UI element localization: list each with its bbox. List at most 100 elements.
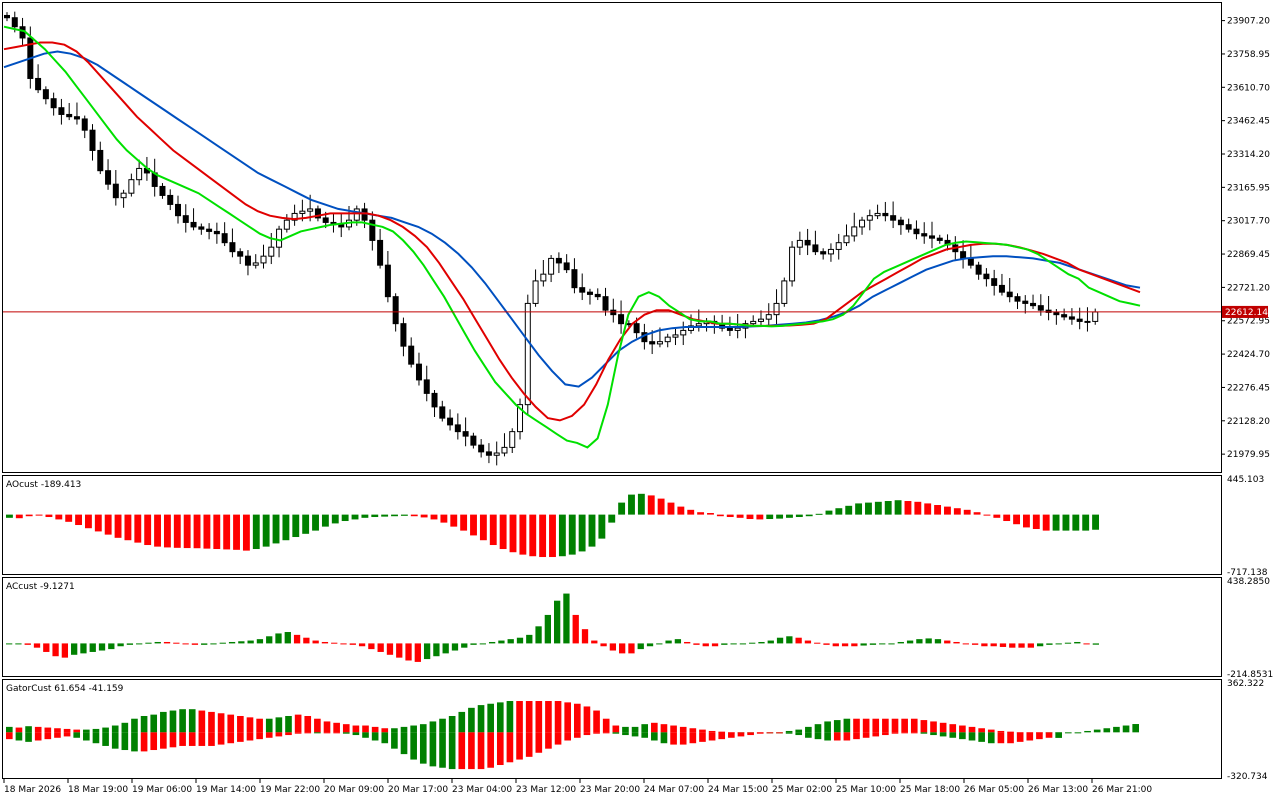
histogram-bar bbox=[549, 514, 556, 558]
price-tick-label: 23462.45 bbox=[1227, 117, 1270, 127]
candle-body bbox=[633, 323, 640, 334]
histogram-bar bbox=[451, 643, 459, 651]
candle-body bbox=[998, 284, 1005, 293]
histogram-bar bbox=[687, 509, 695, 515]
histogram-bar bbox=[1046, 643, 1053, 645]
histogram-bar bbox=[924, 503, 932, 515]
histogram-bar bbox=[851, 643, 858, 647]
histogram-bar bbox=[776, 514, 784, 519]
candle-body bbox=[835, 242, 842, 250]
candle-body bbox=[1084, 320, 1091, 323]
histogram-bar bbox=[1013, 514, 1021, 525]
gator-upper-bar bbox=[506, 701, 514, 733]
histogram-bar bbox=[65, 514, 73, 522]
gator-upper-bar bbox=[179, 709, 186, 733]
histogram-bar bbox=[934, 505, 942, 515]
candle-body bbox=[377, 239, 384, 266]
indicator-tick-label: 438.2850 bbox=[1227, 577, 1270, 587]
gator-upper-bar bbox=[564, 702, 571, 733]
histogram-bar bbox=[637, 493, 645, 515]
histogram-bar bbox=[749, 642, 756, 644]
gator-upper-bar bbox=[275, 717, 283, 733]
gator-upper-bar bbox=[631, 726, 639, 733]
time-tick-label: 18 Mar 2026 bbox=[4, 785, 61, 795]
gator-lower-bar bbox=[583, 732, 591, 736]
histogram-bar bbox=[544, 614, 551, 644]
gator-lower-bar bbox=[622, 732, 629, 736]
gator-lower-bar bbox=[651, 732, 658, 741]
gator-plot[interactable]: 362.322 -320.734 bbox=[6, 679, 1268, 782]
candle-body bbox=[322, 217, 329, 223]
histogram-bar bbox=[84, 514, 92, 529]
price-tick-label: 23314.20 bbox=[1227, 150, 1270, 160]
histogram-bar bbox=[386, 643, 394, 655]
histogram-bar bbox=[888, 643, 895, 645]
gator-lower-bar bbox=[352, 732, 360, 736]
time-tick-label: 19 Mar 14:00 bbox=[196, 785, 256, 795]
candle-body bbox=[493, 452, 500, 456]
histogram-bar bbox=[470, 514, 477, 536]
histogram-bar bbox=[368, 643, 375, 650]
candle-body bbox=[540, 273, 547, 282]
histogram-bar bbox=[1042, 514, 1050, 531]
gator-lower-bar bbox=[997, 732, 1005, 744]
candle-body bbox=[804, 239, 811, 246]
histogram-bar bbox=[284, 632, 291, 644]
gator-upper-bar bbox=[121, 722, 129, 733]
candle-body bbox=[827, 248, 834, 255]
candle-body bbox=[672, 334, 679, 338]
gator-upper-bar bbox=[1084, 730, 1091, 733]
ao-plot[interactable]: 445.103 -717.138 bbox=[6, 475, 1268, 578]
candle-body bbox=[206, 228, 213, 232]
gator-upper-bar bbox=[285, 715, 292, 733]
histogram-bar bbox=[746, 514, 754, 520]
histogram-bar bbox=[1052, 514, 1060, 531]
histogram-bar bbox=[410, 514, 418, 517]
histogram-bar bbox=[983, 514, 991, 516]
gator-upper-bar bbox=[641, 724, 649, 733]
time-tick-label: 25 Mar 02:00 bbox=[772, 785, 832, 795]
histogram-bar bbox=[349, 643, 356, 645]
gator-lower-bar bbox=[545, 732, 552, 749]
histogram-bar bbox=[154, 641, 161, 644]
candle-body bbox=[237, 251, 244, 257]
histogram-bar bbox=[331, 642, 338, 644]
gator-upper-bar bbox=[352, 725, 360, 733]
price-tick-label: 22276.45 bbox=[1227, 383, 1270, 393]
candle-body bbox=[571, 269, 578, 289]
gator-lower-bar bbox=[140, 732, 148, 752]
price-tick-label: 22424.70 bbox=[1227, 350, 1270, 360]
candle-body bbox=[983, 273, 990, 280]
histogram-bar bbox=[823, 643, 830, 645]
histogram-bar bbox=[423, 643, 431, 660]
candle-body bbox=[1014, 296, 1021, 302]
price-tick-label: 22128.20 bbox=[1227, 417, 1270, 427]
histogram-bar bbox=[1055, 643, 1062, 645]
gator-upper-bar bbox=[862, 718, 870, 733]
gator-lower-bar bbox=[699, 732, 706, 742]
main-price-plot[interactable] bbox=[3, 11, 1221, 466]
gator-lower-bar bbox=[468, 732, 475, 770]
gator-upper-bar bbox=[882, 718, 889, 733]
histogram-bar bbox=[55, 514, 63, 520]
histogram-bar bbox=[805, 514, 813, 517]
gator-upper-bar bbox=[73, 729, 81, 733]
candle-body bbox=[431, 392, 438, 408]
gator-upper-bar bbox=[689, 728, 697, 733]
histogram-bar bbox=[1074, 641, 1081, 644]
price-axis: 23907.20 23758.95 23610.70 23462.45 23314.20… bbox=[1221, 17, 1270, 460]
candle-body bbox=[112, 183, 119, 199]
gator-lower-bar bbox=[92, 732, 100, 744]
candle-body bbox=[991, 278, 998, 286]
gator-lower-bar bbox=[930, 732, 937, 736]
ac-plot[interactable]: 438.2850 -214.8531 bbox=[6, 577, 1273, 680]
ma-blue-line bbox=[3, 50, 1141, 388]
candle-body bbox=[843, 235, 850, 244]
candle-body bbox=[81, 118, 88, 131]
price-tick-label: 23907.20 bbox=[1227, 17, 1270, 27]
time-tick-label: 19 Mar 22:00 bbox=[260, 785, 320, 795]
histogram-bar bbox=[767, 640, 774, 644]
histogram-bar bbox=[665, 640, 672, 644]
gator-lower-bar bbox=[371, 732, 379, 741]
